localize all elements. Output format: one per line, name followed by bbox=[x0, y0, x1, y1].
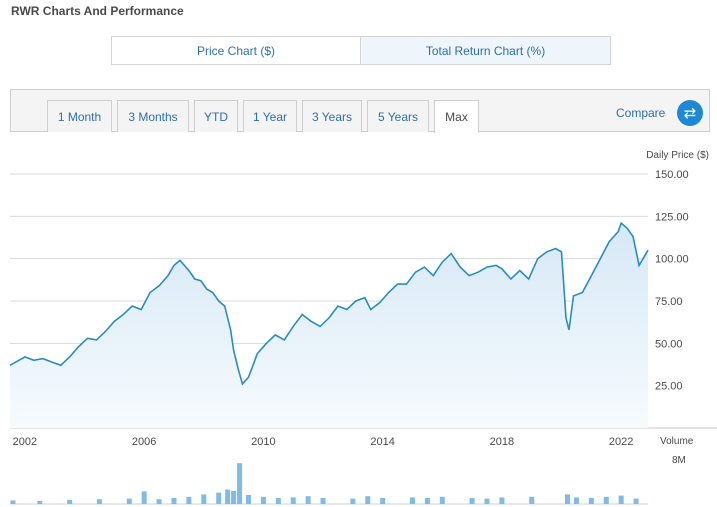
x-tick-label: 2010 bbox=[251, 436, 275, 448]
volume-bar bbox=[37, 501, 43, 504]
volume-bar bbox=[275, 498, 281, 504]
x-tick-label: 2014 bbox=[370, 436, 394, 448]
volume-bar bbox=[565, 494, 571, 504]
range-1-year-button[interactable]: 1 Year bbox=[243, 100, 297, 132]
volume-bar bbox=[439, 496, 445, 504]
compare-link[interactable]: Compare bbox=[616, 106, 666, 120]
volume-bar bbox=[260, 496, 266, 504]
volume-bar bbox=[201, 494, 207, 504]
volume-bar bbox=[237, 463, 243, 504]
x-tick-label: 2006 bbox=[132, 436, 156, 448]
volume-bar bbox=[186, 496, 192, 504]
volume-bar bbox=[225, 489, 231, 504]
volume-bar bbox=[633, 498, 639, 504]
volume-bar bbox=[216, 492, 222, 504]
volume-bar bbox=[380, 498, 386, 504]
y-tick-label: 50.00 bbox=[655, 338, 683, 350]
y-tick-label: 150.00 bbox=[655, 169, 689, 181]
volume-bar bbox=[424, 498, 430, 504]
volume-bar bbox=[246, 495, 252, 504]
x-tick-label: 2022 bbox=[609, 436, 633, 448]
range-ytd-button[interactable]: YTD bbox=[194, 100, 238, 132]
page-title: RWR Charts And Performance bbox=[11, 4, 184, 18]
range-3-months-button[interactable]: 3 Months bbox=[117, 100, 189, 132]
y-tick-label: 75.00 bbox=[655, 296, 683, 308]
volume-bar bbox=[141, 491, 147, 504]
volume-bar bbox=[320, 498, 326, 504]
volume-bar bbox=[350, 498, 356, 504]
range-3-years-button[interactable]: 3 Years bbox=[302, 100, 362, 132]
price-line bbox=[9, 221, 649, 386]
volume-bar bbox=[529, 496, 535, 504]
volume-bar bbox=[10, 500, 16, 504]
range-1-month-button[interactable]: 1 Month bbox=[47, 100, 112, 132]
volume-bar bbox=[409, 497, 415, 504]
swap-arrows-icon[interactable]: ⇄ bbox=[677, 100, 703, 126]
volume-bar bbox=[365, 496, 371, 504]
volume-bar bbox=[499, 497, 505, 504]
price-area bbox=[10, 223, 648, 428]
volume-bar bbox=[67, 499, 73, 504]
range-max-button[interactable]: Max bbox=[434, 100, 479, 133]
volume-bar bbox=[156, 499, 162, 504]
volume-bar bbox=[231, 490, 237, 504]
volume-bar bbox=[469, 498, 475, 504]
range-5-years-button[interactable]: 5 Years bbox=[367, 100, 429, 132]
volume-bar bbox=[588, 498, 594, 504]
volume-bar bbox=[96, 499, 102, 504]
volume-bar bbox=[484, 498, 490, 504]
volume-bar bbox=[171, 498, 177, 504]
volume-bar bbox=[290, 497, 296, 504]
volume-bar bbox=[603, 496, 609, 504]
y-tick-label: 100.00 bbox=[655, 254, 689, 266]
volume-bar bbox=[126, 498, 132, 504]
y-axis-label: Daily Price ($) bbox=[646, 150, 709, 161]
y-tick-label: 25.00 bbox=[655, 381, 683, 393]
x-tick-label: 2002 bbox=[13, 436, 37, 448]
total-return-chart-toggle[interactable]: Total Return Chart (%) bbox=[360, 36, 611, 65]
volume-label: Volume bbox=[660, 436, 694, 447]
volume-bar bbox=[573, 497, 579, 504]
volume-max-label: 8M bbox=[672, 455, 686, 466]
x-tick-label: 2018 bbox=[490, 436, 514, 448]
y-tick-label: 125.00 bbox=[655, 211, 689, 223]
price-chart-toggle[interactable]: Price Chart ($) bbox=[111, 36, 361, 65]
volume-bar bbox=[305, 496, 311, 504]
volume-bar bbox=[618, 495, 624, 504]
